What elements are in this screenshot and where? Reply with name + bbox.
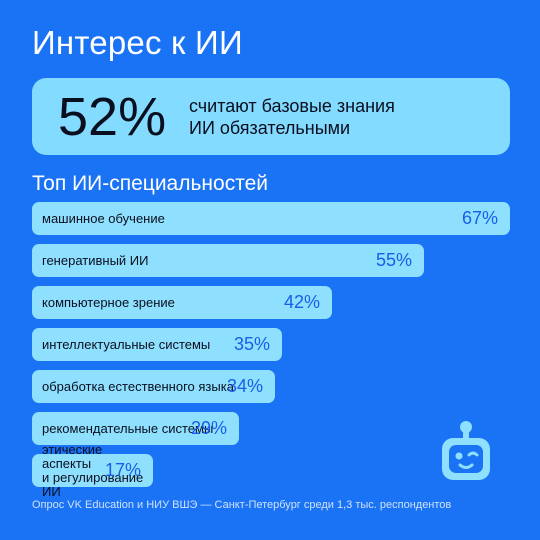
source-footnote: Опрос VK Education и НИУ ВШЭ — Санкт-Пет… — [32, 499, 452, 511]
bar-label: этические аспекты и регулирование ИИ — [42, 441, 144, 499]
bar-label: компьютерное зрение — [42, 294, 175, 310]
highlight-value: 52% — [58, 87, 167, 147]
bar-value-label: 42% — [283, 292, 320, 312]
bar-label: обработка естественного языка — [42, 378, 234, 394]
bar-value-label: 34% — [226, 376, 263, 396]
bar-chart: машинное обучение 67% генеративный ИИ 55% ко… — [32, 202, 510, 499]
page-title: Интерес к ИИ — [32, 24, 243, 61]
bar: машинное обучение 67% — [32, 202, 510, 235]
robot-icon — [442, 421, 490, 480]
bar-label: генеративный ИИ — [42, 252, 149, 268]
bar: обработка естественного языка 34% — [32, 370, 275, 403]
bar-label: машинное обучение — [42, 210, 165, 226]
highlight-box: 52% считают базовые знания ИИ обязательн… — [32, 78, 510, 155]
bar-value-label: 55% — [375, 250, 412, 270]
bar: генеративный ИИ 55% — [32, 244, 424, 277]
highlight-text: считают базовые знания ИИ обязательными — [189, 96, 395, 138]
chart-title: Топ ИИ-специальностей — [32, 172, 269, 195]
bar: компьютерное зрение 42% — [32, 286, 332, 319]
bar-value-label: 17% — [104, 460, 141, 480]
bar: этические аспекты и регулирование ИИ 17% — [32, 441, 153, 499]
bar-label: рекомендательные системы — [42, 420, 214, 436]
bar-value-label: 67% — [461, 208, 498, 228]
bar-label: интеллектуальные системы — [42, 336, 211, 352]
bar: интеллектуальные системы 35% — [32, 328, 282, 361]
bar-value-label: 35% — [233, 334, 270, 354]
bar: рекомендательные системы 29% — [32, 412, 239, 445]
bar-value-label: 29% — [190, 418, 227, 438]
